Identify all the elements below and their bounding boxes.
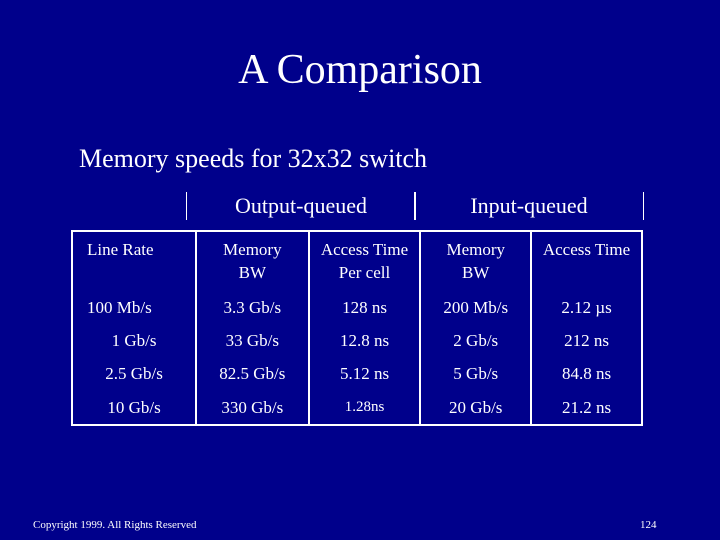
cell-line-rate: 100 Mb/s	[87, 297, 152, 317]
header-out-access-time: Access Time Per cell	[307, 231, 421, 291]
slide-subtitle: Memory speeds for 32x32 switch	[79, 144, 428, 173]
cell-in-bw: 20 Gb/s	[419, 390, 532, 425]
header-out-memory-bw-line2: BW	[238, 263, 267, 282]
cell-out-time: 12.8 ns	[307, 323, 421, 358]
table-row: 1 Gb/s 33 Gb/s 12.8 ns 2 Gb/s 212 ns	[72, 323, 642, 358]
cell-out-bw: 330 Gb/s	[195, 390, 309, 425]
header-out-access-time-line1: Access Time	[320, 240, 409, 259]
header-out-memory-bw-line1: Memory	[223, 240, 282, 259]
page-number: 124	[640, 519, 657, 531]
copyright-notice: Copyright 1999. All Rights Reserved	[33, 519, 197, 531]
header-in-access-time: Access Time	[530, 231, 642, 291]
header-out-access-time-line2: Per cell	[338, 263, 391, 282]
table-header-row: Line Rate Memory BW Access Time Per cell…	[72, 231, 642, 291]
cell-out-bw: 3.3 Gb/s	[195, 290, 309, 324]
cell-line-rate: 10 Gb/s	[107, 397, 161, 417]
cell-in-bw: 5 Gb/s	[419, 357, 532, 391]
cell-out-bw: 33 Gb/s	[195, 323, 309, 358]
cell-in-time: 84.8 ns	[530, 357, 642, 391]
cell-line-rate: 1 Gb/s	[111, 330, 157, 350]
output-queued-header: Output-queued	[186, 192, 416, 220]
header-in-memory-bw-line1: Memory	[446, 240, 505, 259]
header-in-memory-bw-line2: BW	[462, 263, 490, 282]
cell-in-time: 212 ns	[530, 323, 642, 358]
cell-out-time: 1.28ns	[307, 390, 421, 425]
cell-in-time: 2.12 µs	[530, 290, 642, 324]
cell-in-bw: 200 Mb/s	[419, 290, 532, 324]
cell-out-bw: 82.5 Gb/s	[195, 357, 309, 391]
slide-title: A Comparison	[238, 47, 482, 93]
header-line-rate: Line Rate	[87, 240, 154, 259]
cell-line-rate: 2.5 Gb/s	[105, 364, 163, 384]
cell-in-time: 21.2 ns	[530, 390, 642, 425]
header-out-memory-bw: Memory BW	[195, 231, 309, 291]
input-queued-header: Input-queued	[414, 192, 644, 220]
cell-in-bw: 2 Gb/s	[419, 323, 532, 358]
cell-out-time: 128 ns	[307, 290, 421, 324]
table-row: 2.5 Gb/s 82.5 Gb/s 5.12 ns 5 Gb/s 84.8 n…	[72, 357, 642, 391]
header-in-memory-bw: Memory BW	[419, 231, 532, 291]
comparison-table: Line Rate Memory BW Access Time Per cell…	[71, 230, 643, 426]
table-row: 100 Mb/s 3.3 Gb/s 128 ns 200 Mb/s 2.12 µ…	[72, 290, 642, 324]
table-row: 10 Gb/s 330 Gb/s 1.28ns 20 Gb/s 21.2 ns	[72, 390, 642, 425]
cell-out-time: 5.12 ns	[307, 357, 421, 391]
